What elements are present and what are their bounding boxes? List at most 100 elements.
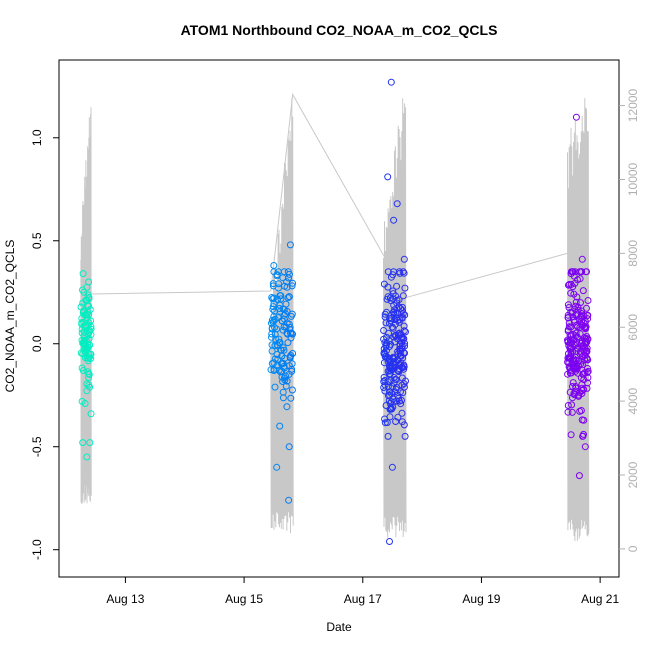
- y2-tick-label: 6000: [626, 314, 640, 341]
- data-point: [567, 289, 575, 297]
- data-point: [285, 320, 293, 328]
- data-point: [270, 300, 278, 308]
- data-point: [567, 281, 575, 288]
- data-point: [387, 78, 395, 86]
- y-tick-label: 0.0: [30, 335, 44, 352]
- data-point: [273, 463, 281, 471]
- data-point: [79, 367, 87, 374]
- data-point: [565, 281, 573, 288]
- data-point: [570, 364, 578, 371]
- data-point: [400, 255, 408, 263]
- data-point: [384, 173, 392, 181]
- data-point: [273, 325, 280, 333]
- data-point: [572, 298, 580, 306]
- data-point: [572, 302, 579, 310]
- data-point: [392, 309, 400, 317]
- data-point: [576, 350, 584, 358]
- data-point: [287, 334, 295, 342]
- data-point: [287, 394, 295, 402]
- plot-frame: [58, 59, 620, 578]
- data-point: [386, 391, 394, 399]
- data-point: [386, 356, 394, 364]
- data-point: [287, 312, 295, 320]
- data-point: [268, 341, 276, 349]
- data-point: [580, 430, 587, 438]
- data-point: [279, 326, 287, 334]
- data-point: [584, 374, 592, 382]
- data-point: [567, 431, 575, 439]
- data-point: [381, 419, 389, 427]
- data-point: [400, 335, 408, 343]
- y2-tick-label: 10000: [626, 162, 640, 196]
- data-point: [85, 319, 93, 327]
- data-point: [577, 357, 585, 365]
- data-point: [564, 358, 572, 366]
- data-point: [573, 364, 581, 372]
- data-point: [84, 301, 91, 309]
- data-point: [401, 432, 409, 440]
- data-point: [282, 372, 290, 380]
- data-point: [284, 294, 292, 302]
- data-point: [85, 302, 92, 310]
- data-point: [278, 360, 285, 368]
- data-point: [285, 293, 293, 301]
- data-point: [285, 496, 293, 504]
- data-point: [575, 392, 583, 400]
- data-point: [392, 292, 400, 300]
- data-point: [389, 324, 397, 332]
- y2-tick-label: 0: [626, 545, 640, 552]
- data-point: [401, 284, 409, 292]
- data-point: [572, 383, 580, 390]
- transit-line: [90, 92, 568, 299]
- data-point: [399, 389, 407, 397]
- data-point: [386, 371, 394, 378]
- data-point: [564, 402, 572, 409]
- data-point: [577, 313, 585, 321]
- y-tick-label: -1.0: [30, 539, 44, 560]
- data-point: [288, 367, 296, 375]
- data-point: [283, 403, 291, 411]
- data-point: [390, 216, 398, 224]
- x-tick-label: Aug 15: [225, 592, 263, 606]
- data-point: [271, 315, 279, 323]
- altitude-line-segment: [270, 98, 294, 534]
- data-point: [268, 319, 275, 327]
- data-point: [277, 295, 285, 303]
- data-point: [396, 349, 404, 357]
- data-point: [271, 355, 279, 363]
- data-point: [77, 349, 85, 357]
- data-point: [568, 408, 576, 416]
- data-point: [391, 316, 399, 323]
- data-point: [387, 405, 395, 413]
- data-point: [386, 538, 393, 545]
- y-tick-label: 1.0: [30, 129, 44, 146]
- data-point: [576, 407, 584, 415]
- data-point: [279, 274, 287, 282]
- data-point: [85, 295, 93, 303]
- data-point: [583, 338, 591, 346]
- data-point: [277, 368, 285, 376]
- y2-tick-label: 4000: [626, 387, 640, 414]
- data-point: [84, 368, 92, 376]
- data-point: [384, 293, 392, 301]
- data-point: [396, 269, 404, 277]
- data-point: [87, 350, 95, 358]
- data-point: [274, 355, 282, 363]
- data-point: [572, 387, 580, 395]
- data-point: [382, 342, 390, 350]
- data-point: [273, 295, 281, 303]
- data-point: [382, 352, 390, 360]
- data-point: [269, 303, 277, 311]
- data-point: [398, 313, 406, 321]
- data-point: [286, 241, 294, 249]
- data-point: [394, 413, 402, 421]
- data-point: [564, 314, 572, 322]
- data-point: [395, 394, 403, 402]
- data-point: [581, 443, 589, 451]
- data-point: [380, 378, 388, 385]
- data-point: [398, 303, 406, 311]
- y-tick-label: -0.5: [30, 436, 44, 457]
- data-point: [80, 307, 88, 315]
- data-point: [387, 273, 395, 281]
- data-point: [567, 268, 575, 276]
